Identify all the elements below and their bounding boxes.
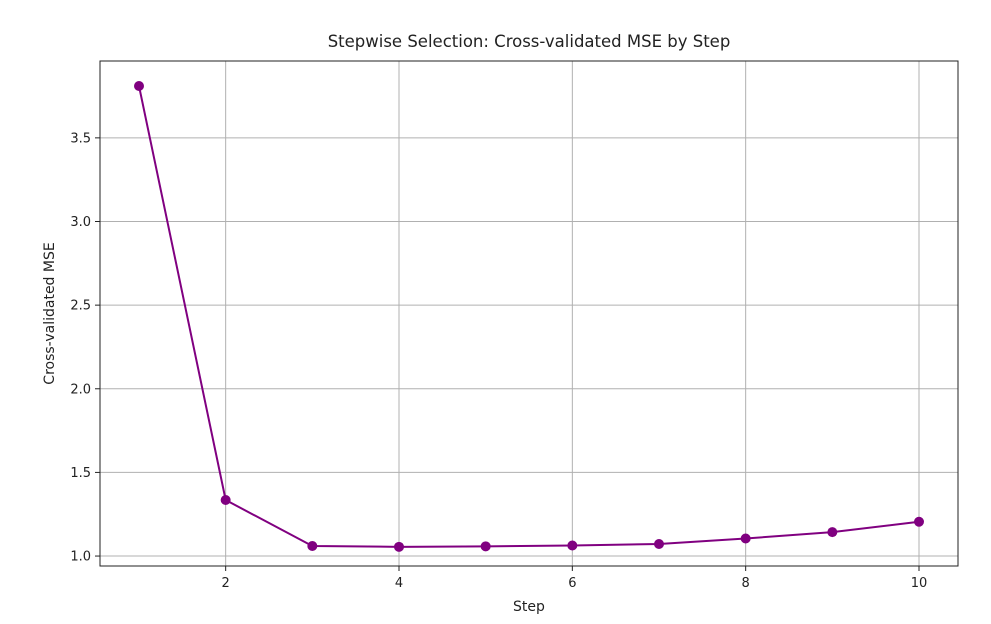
data-point-step-5 [480, 541, 491, 552]
x-tick-label: 8 [742, 576, 750, 591]
data-point-step-3 [307, 541, 318, 552]
y-tick-label: 3.5 [70, 131, 91, 146]
y-tick-label: 2.5 [70, 299, 91, 314]
y-tick-label: 2.0 [70, 382, 91, 397]
series-line [138, 85, 920, 548]
data-point-step-7 [654, 539, 664, 550]
grid [100, 61, 958, 566]
plot-frame [99, 60, 959, 567]
y-axis-title: Cross-validated MSE [42, 242, 58, 384]
y-tick-label: 3.0 [70, 215, 91, 230]
x-axis-title: Step [513, 599, 545, 615]
x-tick-label: 4 [395, 576, 403, 591]
data-point-step-8 [740, 533, 751, 544]
x-tick-label: 10 [911, 576, 928, 591]
chart-title: Stepwise Selection: Cross-validated MSE … [328, 32, 731, 51]
data-point-step-2 [220, 495, 231, 506]
axis-ticks: 2 4 6 8 10 1.0 1.5 2.0 2.5 3.0 3.5 [70, 131, 927, 591]
data-point-step-10 [914, 516, 924, 527]
data-point-step-6 [567, 540, 578, 551]
y-tick-label: 1.5 [70, 466, 91, 481]
x-tick-label: 2 [222, 576, 230, 591]
series-layer [134, 81, 924, 552]
data-point-step-4 [394, 541, 404, 552]
x-tick-label: 6 [568, 576, 576, 591]
data-point-step-9 [827, 527, 838, 538]
y-tick-label: 1.0 [70, 550, 91, 565]
data-point-step-1 [134, 81, 144, 92]
